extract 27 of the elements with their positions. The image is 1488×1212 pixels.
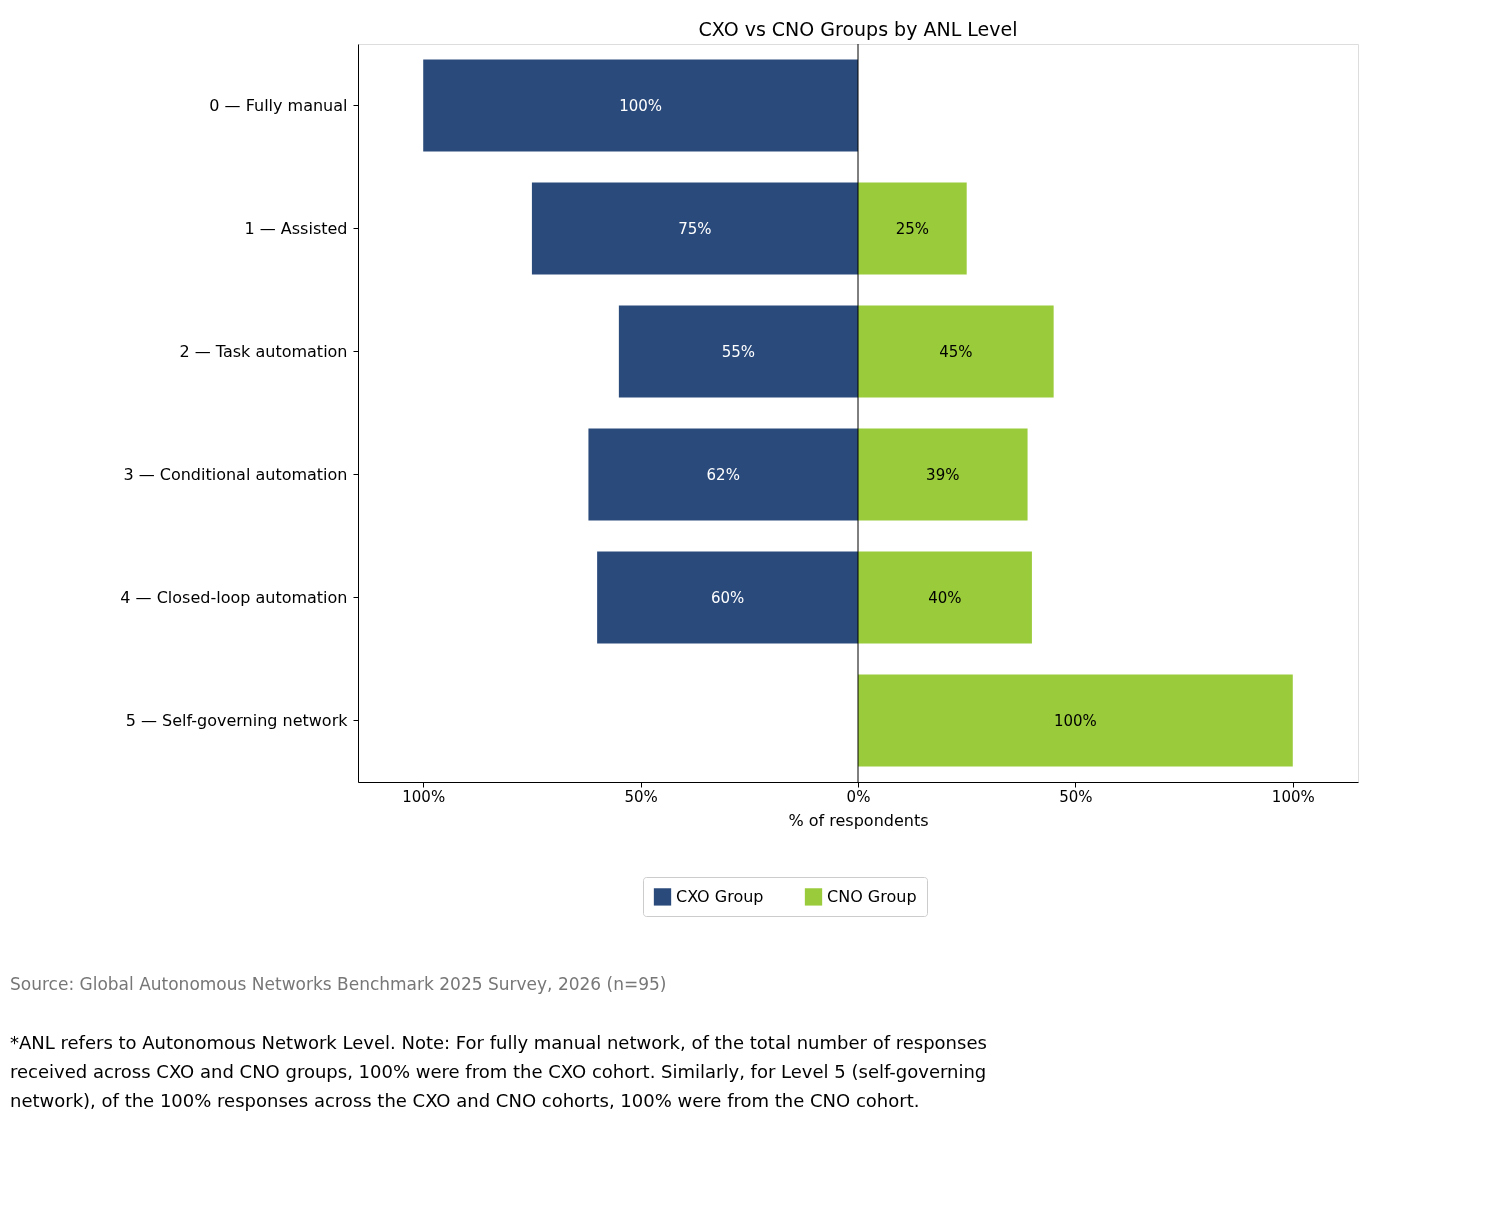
data-label: 39% [926, 465, 960, 484]
data-label: 25% [895, 219, 930, 238]
y-tick-label: 0 — Fully manual [209, 95, 348, 115]
data-label: 75% [678, 219, 712, 238]
data-label: 60% [710, 588, 745, 607]
data-label: 100% [1053, 711, 1097, 730]
x-tick-label: 100% [1271, 787, 1315, 806]
data-label: 45% [939, 342, 973, 361]
data-label: 62% [706, 465, 740, 484]
y-tick-label: 1 — Assisted [244, 218, 348, 238]
legend-label: CXO Group [676, 886, 764, 906]
legend-label: CNO Group [827, 886, 917, 906]
data-label: 40% [928, 588, 962, 607]
x-tick-label: 100% [402, 787, 446, 806]
y-tick-label: 4 — Closed-loop automation [120, 587, 348, 607]
chart-title: CXO vs CNO Groups by ANL Level [698, 17, 1018, 40]
data-label: 55% [721, 342, 756, 361]
text: *ANL refers to Autonomous Network Level. Note: For fully manual network, of the total number of responses received across CXO and CNO groups, 100% were from the CXO cohort. Similarly, for Level 5 (self-governing network), of the 100% responses across the CXO and CNO cohorts, 100% were from the CNO cohort. [10, 1032, 987, 1111]
x-tick-label: 50% [1059, 787, 1093, 806]
y-tick-label: 2 — Task automation [179, 341, 348, 361]
x-axis-title: % of respondents [788, 810, 929, 830]
y-tick-label: 3 — Conditional automation [123, 464, 348, 484]
x-tick-label: 50% [624, 787, 658, 806]
source-note: Source: Global Autonomous Networks Benchmark 2025 Survey, 2026 (n=95) [10, 974, 667, 994]
x-tick-label: 0% [846, 787, 871, 806]
data-label: 100% [619, 96, 663, 115]
y-tick-label: 5 — Self-governing network [125, 710, 349, 730]
